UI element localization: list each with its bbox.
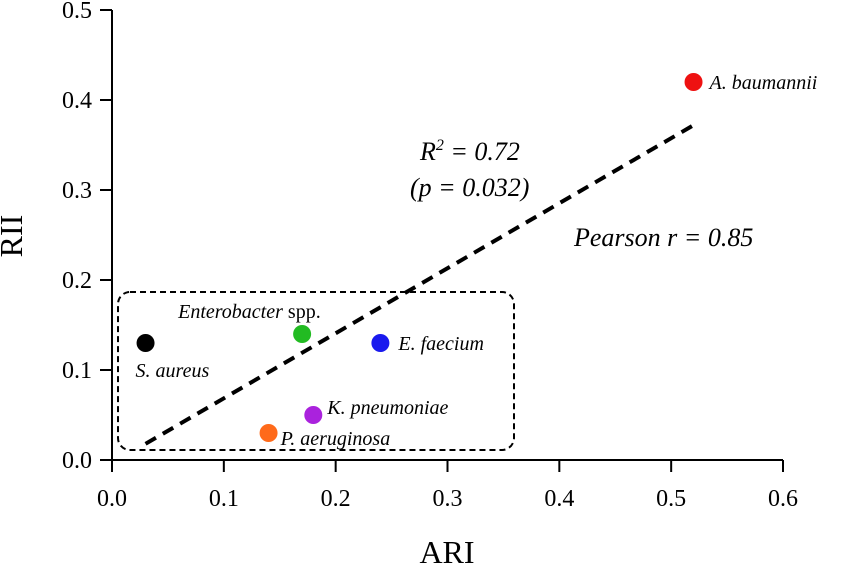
r-squared-annotation: R2 = 0.72	[419, 137, 520, 166]
point-label: K. pneumoniae	[326, 397, 448, 419]
x-tick-label: 0.1	[209, 486, 239, 512]
data-point	[293, 325, 312, 343]
data-point	[304, 406, 323, 424]
trendline	[144, 123, 695, 446]
x-tick-label: 0.6	[768, 486, 798, 512]
y-axis: 0.0 0.1 0.2 0.3 0.4 0.5	[62, 0, 113, 474]
x-tick-label: 0.5	[656, 486, 686, 512]
y-axis-title: RII	[0, 215, 29, 258]
point-label: A. baumannii	[708, 72, 818, 94]
y-tick-label: 0.4	[62, 88, 92, 114]
y-tick-label: 0.2	[62, 268, 92, 294]
y-tick-label: 0.3	[62, 178, 92, 204]
cluster-box	[117, 291, 515, 451]
y-tick-label: 0.5	[62, 0, 92, 24]
point-label: P. aeruginosa	[280, 428, 391, 450]
data-point	[136, 334, 155, 352]
p-value-annotation: (p = 0.032)	[410, 173, 529, 202]
r-squared-value: = 0.72	[444, 137, 520, 166]
x-axis-title: ARI	[419, 534, 474, 567]
y-tick-label: 0.1	[62, 358, 92, 384]
point-label: S. aureus	[136, 360, 210, 382]
point-label: E. faecium	[397, 333, 484, 355]
x-tick-label: 0.0	[97, 486, 127, 512]
r-squared-superscript: 2	[436, 137, 444, 154]
point-label: Enterobacter spp.	[177, 301, 321, 323]
data-point	[259, 424, 278, 442]
x-tick-label: 0.3	[433, 486, 463, 512]
y-tick-label: 0.0	[62, 448, 92, 474]
data-point	[684, 73, 703, 91]
data-point	[371, 334, 390, 352]
pearson-annotation: Pearson r = 0.85	[573, 223, 753, 252]
x-axis: 0.0 0.1 0.2 0.3 0.4 0.5 0.6	[97, 459, 798, 512]
data-points: A. baumannii Enterobacter spp. S. aureus E.…	[136, 72, 818, 450]
r-squared-label: R	[419, 137, 436, 166]
x-tick-label: 0.2	[321, 486, 351, 512]
x-tick-label: 0.4	[544, 486, 574, 512]
